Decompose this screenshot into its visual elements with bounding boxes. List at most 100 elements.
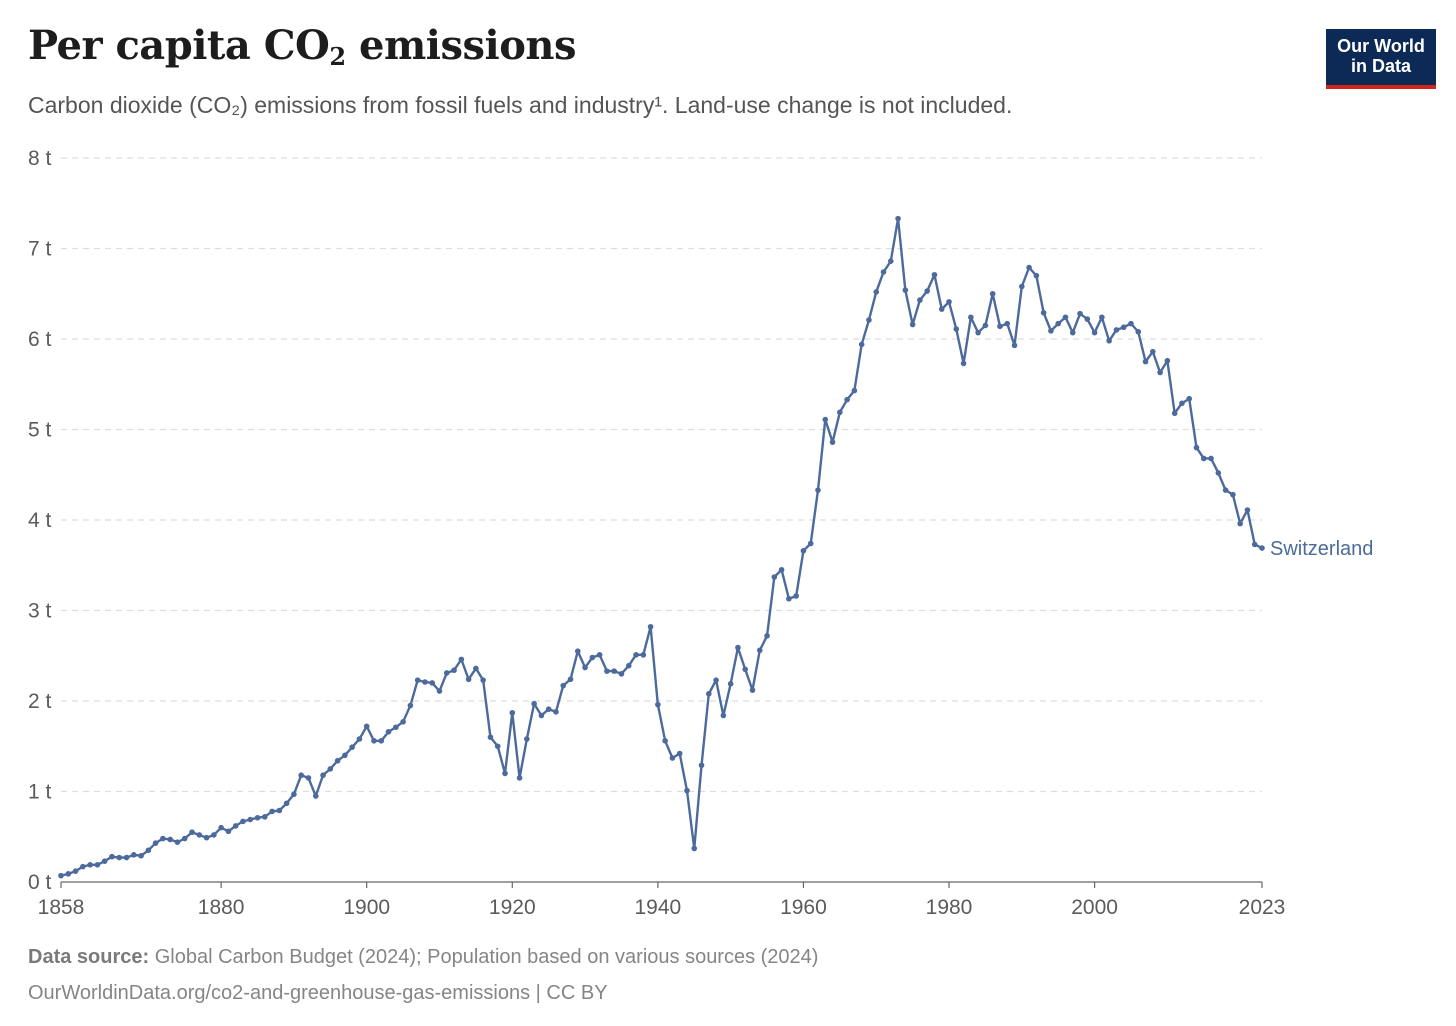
data-point bbox=[1077, 310, 1083, 317]
y-tick-label: 6 t bbox=[28, 328, 52, 351]
chart-subtitle: Carbon dioxide (CO₂) emissions from foss… bbox=[28, 92, 1013, 118]
data-point bbox=[1069, 329, 1076, 336]
x-axis: 1858 1880 1900 1920 1940 1960 1980 2000 2023 bbox=[38, 881, 1285, 919]
data-point bbox=[968, 314, 974, 321]
data-point bbox=[1237, 520, 1243, 527]
data-point bbox=[327, 766, 334, 772]
credit-link[interactable]: OurWorldinData.org/co2-and-greenhouse-ga… bbox=[28, 982, 608, 1004]
data-point bbox=[1244, 507, 1251, 513]
data-point bbox=[1011, 342, 1018, 349]
data-point bbox=[917, 297, 923, 303]
data-point bbox=[393, 724, 399, 731]
data-point bbox=[1230, 491, 1236, 498]
data-point bbox=[283, 800, 290, 807]
data-point bbox=[1193, 444, 1200, 451]
data-point bbox=[793, 593, 799, 599]
data-point bbox=[604, 668, 610, 674]
data-point bbox=[465, 676, 472, 683]
data-point bbox=[1135, 328, 1142, 335]
x-tick-label: 2000 bbox=[1071, 896, 1118, 919]
title-end: emissions bbox=[345, 22, 577, 69]
y-tick-label: 7 t bbox=[28, 238, 52, 261]
data-point bbox=[1208, 455, 1214, 462]
y-tick-label: 0 t bbox=[28, 871, 52, 894]
data-point bbox=[1157, 369, 1163, 376]
data-point bbox=[727, 681, 734, 687]
data-point bbox=[655, 701, 661, 708]
data-point bbox=[1106, 338, 1112, 344]
data-point bbox=[342, 752, 348, 759]
data-point bbox=[1099, 314, 1105, 321]
data-point bbox=[800, 547, 807, 554]
y-tick-label: 1 t bbox=[28, 781, 52, 804]
data-point bbox=[334, 757, 341, 764]
grid-lines bbox=[61, 157, 1262, 793]
data-point bbox=[225, 828, 232, 835]
data-point bbox=[553, 709, 559, 715]
data-point bbox=[822, 416, 829, 423]
data-point bbox=[1084, 316, 1091, 322]
data-point bbox=[873, 289, 880, 295]
data-point bbox=[596, 652, 603, 658]
data-point bbox=[1004, 320, 1011, 327]
data-point bbox=[1150, 348, 1156, 355]
data-point bbox=[262, 814, 268, 820]
data-point bbox=[713, 677, 719, 683]
data-point bbox=[58, 872, 64, 879]
data-point bbox=[909, 321, 916, 328]
data-point bbox=[895, 215, 901, 222]
data-point bbox=[1222, 487, 1229, 493]
data-point bbox=[1055, 320, 1061, 327]
data-point bbox=[924, 288, 930, 294]
data-point bbox=[167, 836, 173, 843]
data-point bbox=[837, 409, 843, 416]
data-point bbox=[254, 814, 261, 821]
data-point bbox=[451, 667, 457, 674]
owid-logo[interactable]: Our World in Data bbox=[1326, 29, 1436, 89]
data-point bbox=[706, 690, 712, 697]
data-point bbox=[1186, 395, 1193, 402]
data-point bbox=[436, 688, 443, 694]
data-point bbox=[414, 677, 421, 683]
data-point bbox=[160, 835, 166, 842]
data-source: Data source: Global Carbon Budget (2024)… bbox=[28, 946, 818, 969]
data-point bbox=[764, 633, 770, 639]
data-point bbox=[291, 791, 297, 798]
data-point bbox=[844, 396, 850, 403]
data-point bbox=[691, 845, 698, 852]
data-point bbox=[443, 670, 450, 676]
data-point bbox=[1142, 358, 1149, 365]
data-point bbox=[407, 702, 414, 709]
data-point bbox=[109, 853, 115, 860]
data-point bbox=[902, 287, 909, 293]
data-point bbox=[65, 871, 72, 877]
data-point bbox=[1251, 541, 1258, 548]
data-point bbox=[422, 679, 428, 685]
data-point bbox=[975, 329, 981, 336]
data-point bbox=[371, 738, 377, 744]
data-point bbox=[378, 738, 385, 744]
data-point bbox=[181, 835, 188, 842]
logo-line-2: in Data bbox=[1350, 56, 1411, 76]
data-point bbox=[771, 574, 778, 580]
data-point bbox=[538, 712, 545, 719]
data-point bbox=[618, 671, 625, 677]
data-point bbox=[625, 662, 632, 669]
x-tick-label: 1980 bbox=[926, 896, 973, 919]
y-tick-label: 2 t bbox=[28, 690, 52, 713]
data-point bbox=[982, 322, 989, 329]
data-point bbox=[1062, 314, 1069, 321]
series-switzerland[interactable]: Switzerland bbox=[58, 215, 1373, 879]
data-point bbox=[880, 269, 887, 275]
data-point bbox=[480, 677, 486, 683]
data-point bbox=[1091, 329, 1098, 336]
data-point bbox=[94, 862, 101, 868]
data-point bbox=[1033, 272, 1040, 279]
data-point bbox=[516, 775, 523, 781]
data-point bbox=[1259, 545, 1265, 551]
data-point bbox=[145, 847, 152, 854]
y-tick-label: 4 t bbox=[28, 509, 52, 532]
data-point bbox=[1019, 283, 1025, 290]
data-point bbox=[778, 566, 785, 573]
data-point bbox=[312, 793, 319, 799]
